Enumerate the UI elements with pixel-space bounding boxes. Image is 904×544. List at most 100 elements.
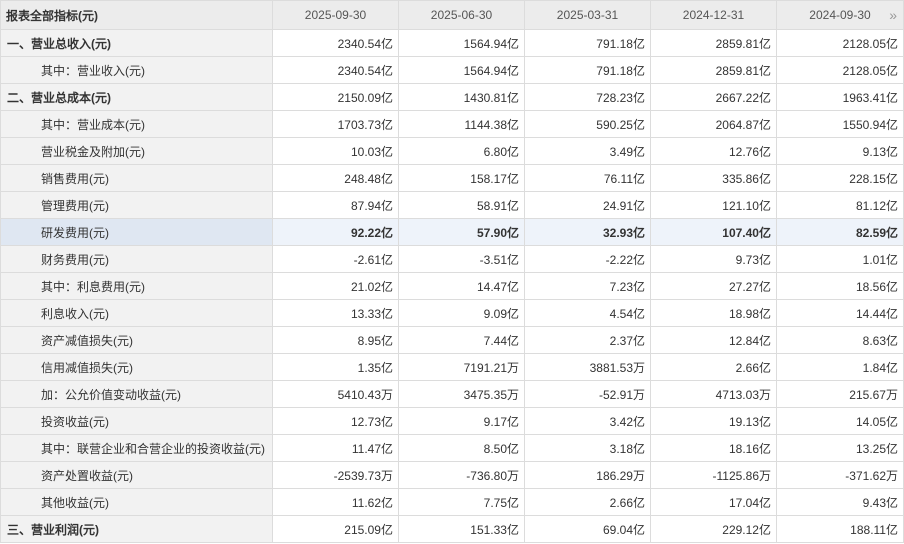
table-row: 二、营业总成本(元) 2150.09亿 1430.81亿 728.23亿 2667.22… <box>0 83 904 111</box>
value-cell: 27.27亿 <box>650 272 777 300</box>
value-cell: 21.02亿 <box>272 272 399 300</box>
value-cell: 215.09亿 <box>272 515 399 543</box>
value-cell: 2.37亿 <box>524 326 651 354</box>
value-cell: -736.80万 <box>398 461 525 489</box>
row-label: 管理费用(元) <box>0 191 273 219</box>
row-label: 其他收益(元) <box>0 488 273 516</box>
row-label: 资产处置收益(元) <box>0 461 273 489</box>
value-cell: 791.18亿 <box>524 56 651 84</box>
table-row: 投资收益(元) 12.73亿 9.17亿 3.42亿 19.13亿 14.05亿 <box>0 407 904 435</box>
value-cell: 1.01亿 <box>776 245 904 273</box>
table-row: 研发费用(元) 92.22亿 57.90亿 32.93亿 107.40亿 82.59亿 <box>0 218 904 246</box>
value-cell: 69.04亿 <box>524 515 651 543</box>
row-label: 其中：营业收入(元) <box>0 56 273 84</box>
value-cell: 8.95亿 <box>272 326 399 354</box>
value-cell: 1.35亿 <box>272 353 399 381</box>
period-header: 2025-09-30 <box>272 0 399 30</box>
value-cell: 1550.94亿 <box>776 110 904 138</box>
table-row: 其中：营业成本(元) 1703.73亿 1144.38亿 590.25亿 2064.87… <box>0 110 904 138</box>
value-cell: 81.12亿 <box>776 191 904 219</box>
value-cell: 3.42亿 <box>524 407 651 435</box>
value-cell: 87.94亿 <box>272 191 399 219</box>
value-cell: 2667.22亿 <box>650 83 777 111</box>
table-row: 资产处置收益(元) -2539.73万 -736.80万 186.29万 -1125.8… <box>0 461 904 489</box>
value-cell: -1125.86万 <box>650 461 777 489</box>
value-cell: 12.73亿 <box>272 407 399 435</box>
value-cell: 17.04亿 <box>650 488 777 516</box>
value-cell: 3.18亿 <box>524 434 651 462</box>
value-cell: 6.80亿 <box>398 137 525 165</box>
row-label: 二、营业总成本(元) <box>0 83 273 111</box>
value-cell: 19.13亿 <box>650 407 777 435</box>
value-cell: 2859.81亿 <box>650 29 777 57</box>
row-label: 研发费用(元) <box>0 218 273 246</box>
table-row: 其中：联营企业和合营企业的投资收益(元) 11.47亿 8.50亿 3.18亿 18.1… <box>0 434 904 462</box>
value-cell: -52.91万 <box>524 380 651 408</box>
row-label: 其中：利息费用(元) <box>0 272 273 300</box>
value-cell: 1564.94亿 <box>398 56 525 84</box>
table-row: 其中：利息费用(元) 21.02亿 14.47亿 7.23亿 27.27亿 18.56亿 <box>0 272 904 300</box>
value-cell: 8.63亿 <box>776 326 904 354</box>
row-label: 投资收益(元) <box>0 407 273 435</box>
value-cell: 2064.87亿 <box>650 110 777 138</box>
value-cell: 57.90亿 <box>398 218 525 246</box>
value-cell: 1.84亿 <box>776 353 904 381</box>
value-cell: 215.67万 <box>776 380 904 408</box>
value-cell: 9.09亿 <box>398 299 525 327</box>
value-cell: 791.18亿 <box>524 29 651 57</box>
row-label: 销售费用(元) <box>0 164 273 192</box>
value-cell: 590.25亿 <box>524 110 651 138</box>
value-cell: 82.59亿 <box>776 218 904 246</box>
value-cell: 248.48亿 <box>272 164 399 192</box>
value-cell: 58.91亿 <box>398 191 525 219</box>
value-cell: 18.98亿 <box>650 299 777 327</box>
value-cell: 2128.05亿 <box>776 56 904 84</box>
table-row: 资产减值损失(元) 8.95亿 7.44亿 2.37亿 12.84亿 8.63亿 <box>0 326 904 354</box>
value-cell: 228.15亿 <box>776 164 904 192</box>
row-label: 信用减值损失(元) <box>0 353 273 381</box>
table-row: 其他收益(元) 11.62亿 7.75亿 2.66亿 17.04亿 9.43亿 <box>0 488 904 516</box>
period-header: 2024-12-31 <box>650 0 777 30</box>
value-cell: 7.23亿 <box>524 272 651 300</box>
value-cell: 7191.21万 <box>398 353 525 381</box>
value-cell: 1963.41亿 <box>776 83 904 111</box>
period-header: 2024-09-30» <box>776 0 904 30</box>
value-cell: 728.23亿 <box>524 83 651 111</box>
row-label: 其中：营业成本(元) <box>0 110 273 138</box>
value-cell: 229.12亿 <box>650 515 777 543</box>
value-cell: 18.56亿 <box>776 272 904 300</box>
value-cell: 188.11亿 <box>776 515 904 543</box>
value-cell: 4.54亿 <box>524 299 651 327</box>
value-cell: 2128.05亿 <box>776 29 904 57</box>
table-row: 信用减值损失(元) 1.35亿 7191.21万 3881.53万 2.66亿 1.84亿 <box>0 353 904 381</box>
value-cell: -2.22亿 <box>524 245 651 273</box>
value-cell: 11.62亿 <box>272 488 399 516</box>
value-cell: 13.25亿 <box>776 434 904 462</box>
value-cell: 2.66亿 <box>650 353 777 381</box>
value-cell: 1703.73亿 <box>272 110 399 138</box>
value-cell: 107.40亿 <box>650 218 777 246</box>
row-label: 加：公允价值变动收益(元) <box>0 380 273 408</box>
value-cell: 13.33亿 <box>272 299 399 327</box>
value-cell: 92.22亿 <box>272 218 399 246</box>
value-cell: -371.62万 <box>776 461 904 489</box>
row-label: 利息收入(元) <box>0 299 273 327</box>
value-cell: 32.93亿 <box>524 218 651 246</box>
value-cell: 5410.43万 <box>272 380 399 408</box>
row-label: 财务费用(元) <box>0 245 273 273</box>
header-title: 报表全部指标(元) <box>0 0 273 30</box>
value-cell: 7.75亿 <box>398 488 525 516</box>
table-row: 利息收入(元) 13.33亿 9.09亿 4.54亿 18.98亿 14.44亿 <box>0 299 904 327</box>
value-cell: 9.17亿 <box>398 407 525 435</box>
value-cell: 1144.38亿 <box>398 110 525 138</box>
value-cell: 158.17亿 <box>398 164 525 192</box>
table-row: 营业税金及附加(元) 10.03亿 6.80亿 3.49亿 12.76亿 9.13亿 <box>0 137 904 165</box>
period-header: 2025-03-31 <box>524 0 651 30</box>
table-row: 其中：营业收入(元) 2340.54亿 1564.94亿 791.18亿 2859.81… <box>0 56 904 84</box>
more-button[interactable]: » <box>889 7 897 23</box>
value-cell: 14.05亿 <box>776 407 904 435</box>
value-cell: -2539.73万 <box>272 461 399 489</box>
value-cell: 2150.09亿 <box>272 83 399 111</box>
table-row: 三、营业利润(元) 215.09亿 151.33亿 69.04亿 229.12亿 188.… <box>0 515 904 543</box>
